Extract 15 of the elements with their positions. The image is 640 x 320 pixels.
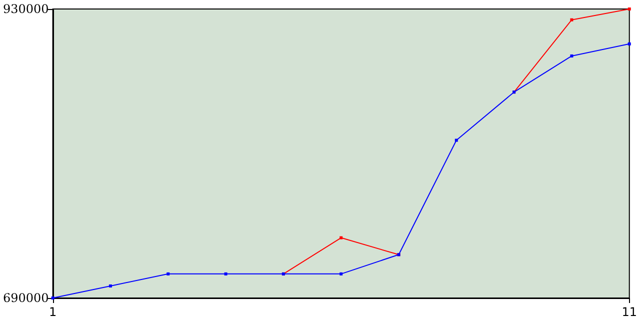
x-tick-label: 11: [622, 305, 638, 319]
point: [108, 284, 112, 288]
y-tick-label: 690000: [2, 291, 49, 305]
y-tick-label: 930000: [2, 2, 49, 16]
x-tick-label: 1: [48, 305, 57, 319]
point: [224, 272, 228, 276]
point: [340, 272, 343, 276]
point: [628, 8, 631, 10]
point: [51, 296, 54, 300]
point: [570, 54, 574, 58]
point: [570, 18, 574, 22]
point: [166, 272, 170, 276]
point: [628, 42, 631, 46]
point: [340, 236, 343, 240]
point: [454, 138, 458, 142]
